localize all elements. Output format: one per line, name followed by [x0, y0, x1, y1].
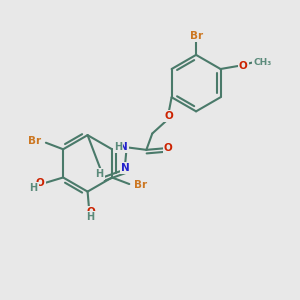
Text: N: N: [119, 142, 128, 152]
Text: H: H: [29, 183, 38, 193]
Text: Br: Br: [190, 31, 202, 41]
Text: CH₃: CH₃: [253, 58, 272, 67]
Text: H: H: [114, 142, 122, 152]
Text: O: O: [239, 61, 248, 71]
Text: H: H: [86, 212, 94, 222]
Text: O: O: [36, 178, 44, 188]
Text: O: O: [165, 111, 173, 121]
Text: O: O: [86, 207, 95, 217]
Text: Br: Br: [134, 180, 147, 190]
Text: H: H: [95, 169, 104, 178]
Text: O: O: [164, 143, 173, 153]
Text: N: N: [121, 163, 130, 173]
Text: Br: Br: [28, 136, 41, 146]
